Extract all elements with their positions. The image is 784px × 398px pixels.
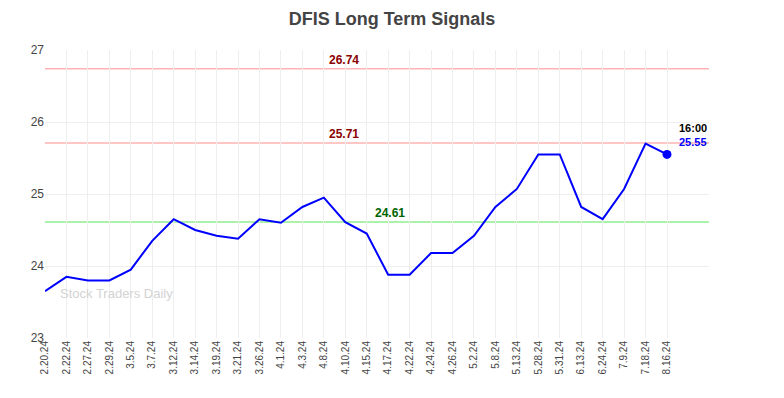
svg-text:24: 24	[31, 259, 45, 273]
svg-text:5.8.24: 5.8.24	[490, 341, 501, 369]
svg-text:5.2.24: 5.2.24	[468, 341, 479, 369]
svg-text:3.26.24: 3.26.24	[254, 341, 265, 375]
svg-text:26: 26	[31, 115, 45, 129]
svg-text:4.8.24: 4.8.24	[318, 341, 329, 369]
svg-text:4.26.24: 4.26.24	[447, 341, 458, 375]
svg-text:Stock Traders Daily: Stock Traders Daily	[60, 286, 173, 301]
svg-text:25.55: 25.55	[679, 136, 707, 148]
svg-text:3.14.24: 3.14.24	[189, 341, 200, 375]
svg-text:3.19.24: 3.19.24	[211, 341, 222, 375]
svg-text:4.17.24: 4.17.24	[382, 341, 393, 375]
svg-text:4.22.24: 4.22.24	[404, 341, 415, 375]
svg-text:8.16.24: 8.16.24	[661, 341, 672, 375]
svg-text:4.1.24: 4.1.24	[275, 341, 286, 369]
svg-text:4.24.24: 4.24.24	[425, 341, 436, 375]
svg-text:2.29.24: 2.29.24	[104, 341, 115, 375]
svg-text:4.10.24: 4.10.24	[340, 341, 351, 375]
svg-text:6.24.24: 6.24.24	[597, 341, 608, 375]
svg-text:4.15.24: 4.15.24	[361, 341, 372, 375]
svg-text:16:00: 16:00	[679, 122, 707, 134]
svg-text:7.9.24: 7.9.24	[618, 341, 629, 369]
svg-text:2.22.24: 2.22.24	[61, 341, 72, 375]
svg-text:24.61: 24.61	[375, 206, 405, 220]
svg-text:3.7.24: 3.7.24	[146, 341, 157, 369]
svg-text:DFIS Long Term Signals: DFIS Long Term Signals	[289, 9, 496, 29]
svg-text:3.21.24: 3.21.24	[232, 341, 243, 375]
svg-text:5.13.24: 5.13.24	[511, 341, 522, 375]
svg-text:25: 25	[31, 187, 45, 201]
svg-text:27: 27	[31, 43, 45, 57]
svg-text:2.20.24: 2.20.24	[39, 341, 50, 375]
svg-text:2.27.24: 2.27.24	[82, 341, 93, 375]
svg-text:6.13.24: 6.13.24	[575, 341, 586, 375]
svg-text:23: 23	[31, 331, 45, 345]
svg-text:4.3.24: 4.3.24	[297, 341, 308, 369]
svg-text:3.12.24: 3.12.24	[168, 341, 179, 375]
svg-text:7.18.24: 7.18.24	[640, 341, 651, 375]
svg-text:5.28.24: 5.28.24	[533, 341, 544, 375]
svg-text:26.74: 26.74	[329, 53, 359, 67]
svg-text:25.71: 25.71	[329, 127, 359, 141]
svg-text:3.5.24: 3.5.24	[125, 341, 136, 369]
svg-text:5.31.24: 5.31.24	[554, 341, 565, 375]
